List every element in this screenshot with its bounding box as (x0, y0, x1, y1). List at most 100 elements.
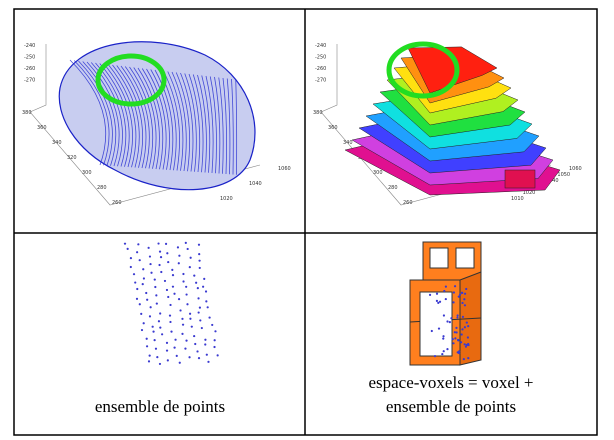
y-tick-label: 340 (343, 140, 353, 146)
point (198, 311, 200, 313)
point (197, 287, 199, 289)
point (188, 356, 190, 358)
x-tick-label: 1060 (278, 166, 291, 172)
point (461, 302, 463, 304)
point (178, 298, 180, 300)
point (140, 313, 142, 315)
point (217, 354, 219, 356)
point (438, 327, 440, 329)
point (142, 283, 144, 285)
point (199, 267, 201, 269)
point (450, 317, 452, 319)
point (154, 339, 156, 341)
caption-line: espace-voxels = voxel + (368, 373, 533, 392)
point (181, 333, 183, 335)
point (441, 353, 443, 355)
y-tick-label: 380 (313, 110, 323, 116)
point (157, 242, 159, 244)
point (465, 346, 467, 348)
point (445, 298, 447, 300)
point (434, 355, 436, 357)
point (158, 264, 160, 266)
point (454, 285, 456, 287)
point (467, 357, 469, 359)
point (143, 322, 145, 324)
point (207, 306, 209, 308)
point (139, 259, 141, 261)
y-tick-label: 260 (112, 200, 122, 206)
point (465, 288, 467, 290)
point (158, 320, 160, 322)
point (137, 243, 139, 245)
point (143, 277, 145, 279)
point (198, 244, 200, 246)
x-tick-label: 1040 (249, 181, 262, 187)
point (203, 278, 205, 280)
point (208, 316, 210, 318)
point (431, 330, 433, 332)
voxel-foot (505, 170, 535, 188)
point (150, 272, 152, 274)
y-tick-label: 300 (82, 170, 92, 176)
point (193, 335, 195, 337)
point (464, 343, 466, 345)
point (207, 361, 209, 363)
point (159, 251, 161, 253)
point (169, 304, 171, 306)
caption-line: ensemble de points (386, 397, 516, 416)
point (204, 343, 206, 345)
point (205, 300, 207, 302)
z-tick-label: -240 (24, 43, 35, 49)
caption: ensemble de points (95, 397, 225, 416)
point (206, 354, 208, 356)
point (443, 350, 445, 352)
z-tick-label: -270 (24, 78, 35, 84)
z-tick-label: -260 (24, 66, 35, 72)
point (442, 335, 444, 337)
point (160, 256, 162, 258)
point (458, 352, 460, 354)
point (146, 338, 148, 340)
point (204, 339, 206, 341)
point (198, 253, 200, 255)
point (445, 286, 447, 288)
point (166, 342, 168, 344)
x-tick-label: 1050 (557, 172, 570, 178)
y-tick-label: 380 (22, 110, 32, 116)
point (202, 286, 204, 288)
point (182, 324, 184, 326)
point (457, 339, 459, 341)
point (127, 248, 129, 250)
y-tick-label: 280 (97, 185, 107, 191)
point (166, 289, 168, 291)
point (184, 348, 186, 350)
y-tick-label: 280 (388, 185, 398, 191)
point (134, 281, 136, 283)
point (446, 348, 448, 350)
point (442, 338, 444, 340)
point (195, 282, 197, 284)
point (187, 248, 189, 250)
point (150, 306, 152, 308)
point (461, 328, 463, 330)
point (174, 339, 176, 341)
point (454, 337, 456, 339)
page: ensemble de points espace-voxels = voxel… (0, 0, 614, 440)
point (164, 280, 166, 282)
point (133, 273, 135, 275)
x-tick-label: 1010 (511, 196, 524, 202)
point (130, 257, 132, 259)
point (456, 316, 458, 318)
point (194, 343, 196, 345)
point (130, 266, 132, 268)
point (464, 304, 466, 306)
voxel-hole (456, 248, 474, 268)
point (159, 312, 161, 314)
point (190, 257, 192, 259)
point (199, 319, 201, 321)
y-tick-label: 360 (37, 125, 47, 131)
point (167, 359, 169, 361)
point (178, 262, 180, 264)
point (466, 321, 468, 323)
point (467, 325, 469, 327)
